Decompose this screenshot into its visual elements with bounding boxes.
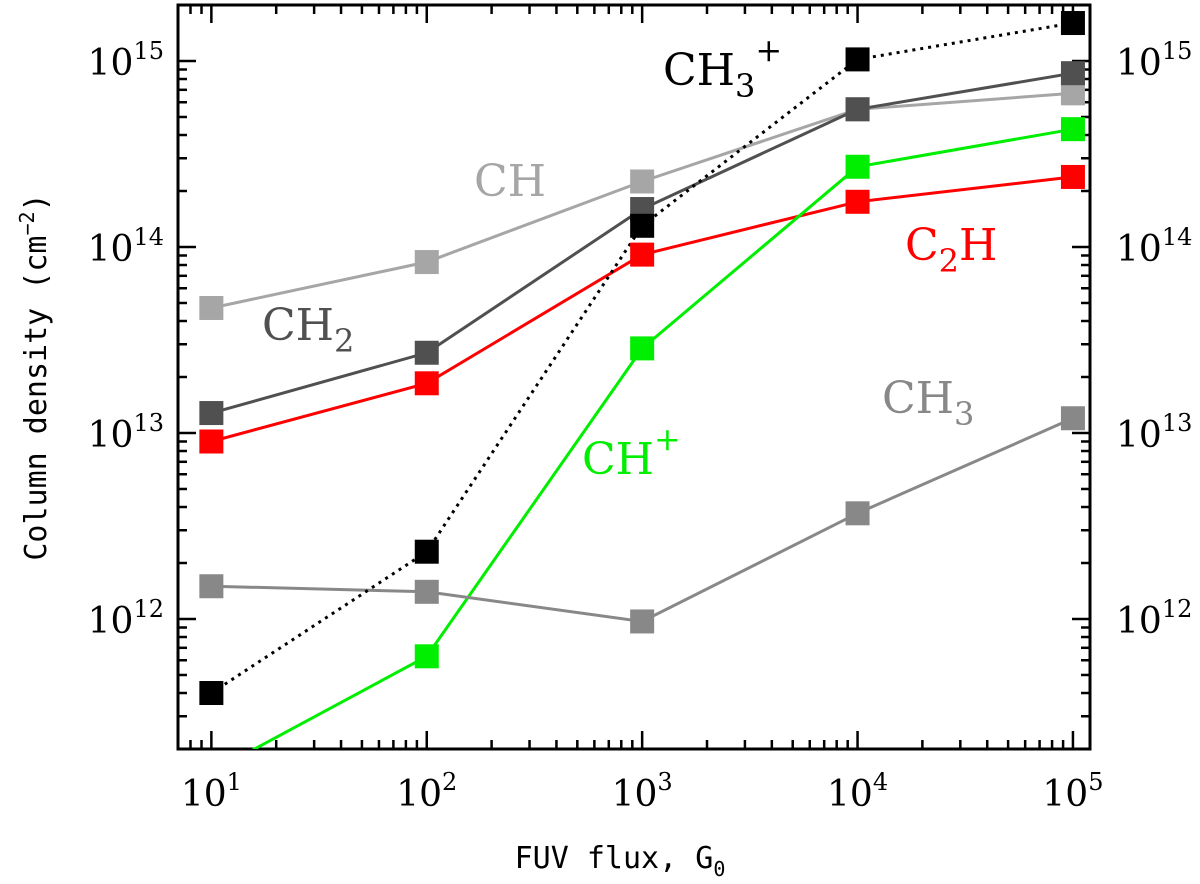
marker-C2H xyxy=(199,429,224,454)
x-tick-label: 104 xyxy=(827,768,888,815)
series-label-CH2: CH2 xyxy=(262,300,354,360)
marker-CH3 xyxy=(199,574,224,599)
marker-CH+ xyxy=(845,154,870,179)
x-tick-label: 105 xyxy=(1042,768,1103,815)
series-label-CH+: CH+ xyxy=(582,420,681,485)
marker-CH2 xyxy=(199,401,224,426)
x-tick-label: 102 xyxy=(396,768,457,815)
marker-C2H xyxy=(414,371,439,396)
series-label-CH: CH xyxy=(474,156,546,207)
marker-C2H xyxy=(845,189,870,214)
x-tick-label: 101 xyxy=(181,768,242,815)
series-label-C2H: C2H xyxy=(905,220,997,280)
marker-CH2 xyxy=(845,97,870,122)
series-label-CH3: CH3 xyxy=(882,373,974,433)
marker-CH3+ xyxy=(845,47,870,72)
y-tick-label: 1014 xyxy=(88,223,164,270)
marker-CH3 xyxy=(630,609,655,634)
y-axis-title: Column density (cm−2) xyxy=(15,193,54,560)
marker-C2H xyxy=(1060,164,1085,189)
marker-CH3 xyxy=(414,579,439,604)
marker-CH xyxy=(1060,81,1085,106)
marker-CH+ xyxy=(1060,117,1085,142)
marker-CH3+ xyxy=(630,213,655,238)
marker-CH3+ xyxy=(414,539,439,564)
x-tick-label: 103 xyxy=(612,768,673,815)
y-tick-label-right: 1012 xyxy=(1116,595,1192,642)
series-label-CH3+: CH3+ xyxy=(663,31,782,105)
marker-CH2 xyxy=(414,340,439,365)
axis-ticks xyxy=(176,3,1090,751)
marker-CH2 xyxy=(1060,61,1085,86)
series-markers xyxy=(199,11,1085,706)
y-tick-label-right: 1013 xyxy=(1116,409,1192,456)
marker-CH xyxy=(630,169,655,194)
marker-CH xyxy=(199,295,224,320)
x-axis-title: FUV flux, G0 xyxy=(515,841,726,881)
y-tick-label: 1015 xyxy=(88,37,164,84)
tick-labels: 101 102 103 104 105 1012 1012 1013 1013 1014 1014 1… xyxy=(88,37,1193,815)
y-tick-label: 1013 xyxy=(88,409,164,456)
y-tick-label-right: 1015 xyxy=(1116,37,1192,84)
y-tick-label: 1012 xyxy=(88,595,164,642)
series-labels: CH CH2 C2H CH+ CH3 CH3+ xyxy=(262,31,997,485)
marker-CH3 xyxy=(1060,406,1085,431)
marker-CH3 xyxy=(845,501,870,526)
marker-CH3+ xyxy=(1060,11,1085,36)
marker-CH+ xyxy=(414,644,439,669)
marker-CH+ xyxy=(630,336,655,361)
marker-CH xyxy=(414,250,439,275)
marker-CH3+ xyxy=(199,681,224,706)
marker-C2H xyxy=(630,242,655,267)
y-tick-label-right: 1014 xyxy=(1116,223,1192,270)
